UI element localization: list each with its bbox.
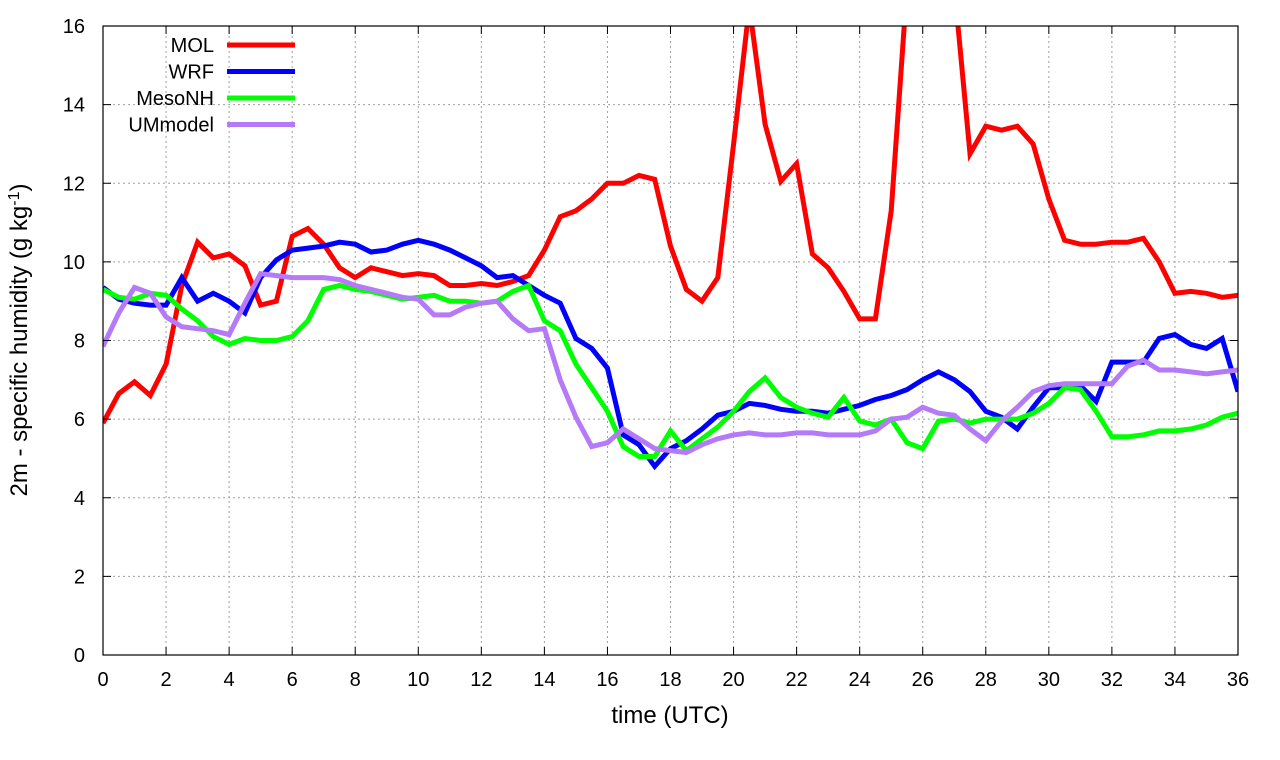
y-tick-label: 2 — [74, 566, 85, 588]
y-tick-label: 12 — [63, 173, 85, 195]
series-line-mol — [103, 26, 1238, 425]
y-tick-label: 0 — [74, 645, 85, 667]
x-tick-label: 36 — [1227, 669, 1249, 691]
x-tick-label: 18 — [659, 669, 681, 691]
x-tick-label: 34 — [1164, 669, 1186, 691]
x-tick-label: 2 — [160, 669, 171, 691]
x-tick-label: 26 — [912, 669, 934, 691]
x-tick-label: 8 — [350, 669, 361, 691]
grid-lines — [103, 26, 1238, 655]
x-tick-label: 0 — [97, 669, 108, 691]
x-tick-label: 10 — [407, 669, 429, 691]
y-tick-label: 8 — [74, 331, 85, 353]
series-line-mesonh — [103, 282, 1238, 459]
series-line-ummodel — [103, 271, 1238, 456]
x-tick-label: 30 — [1038, 669, 1060, 691]
y-tick-label: 10 — [63, 252, 85, 274]
y-axis-title-main: 2m - specific humidity (g kg — [6, 206, 33, 497]
x-axis-title: time (UTC) — [611, 702, 728, 729]
x-tick-label: 20 — [722, 669, 744, 691]
legend-label-mol: MOL — [171, 35, 214, 57]
legend-label-mesonh: MesoNH — [136, 88, 214, 110]
x-tick-label: 32 — [1101, 669, 1123, 691]
y-axis-title-superscript: -1 — [6, 191, 23, 205]
x-tick-label: 24 — [849, 669, 871, 691]
x-tick-label: 16 — [596, 669, 618, 691]
y-tick-label: 4 — [74, 488, 85, 510]
x-tick-label: 12 — [470, 669, 492, 691]
x-tick-label: 22 — [785, 669, 807, 691]
legend-label-ummodel: UMmodel — [128, 115, 214, 137]
axis-ticks: 0 2 4 6 8 10 12 14 16 18 20 22 24 26 28 30 32 34 360246810… — [63, 16, 1249, 691]
data-series — [103, 26, 1238, 471]
legend: MOL WRF MesoNH UMmodel — [128, 35, 295, 137]
y-axis-title: 2m - specific humidity (g kg-1) — [6, 184, 34, 497]
y-tick-label: 14 — [63, 95, 85, 117]
x-tick-label: 14 — [533, 669, 555, 691]
x-tick-label: 4 — [224, 669, 235, 691]
x-tick-label: 6 — [287, 669, 298, 691]
y-tick-label: 6 — [74, 409, 85, 431]
legend-label-wrf: WRF — [168, 62, 214, 84]
y-tick-label: 16 — [63, 16, 85, 38]
y-axis-title-close: ) — [6, 184, 33, 192]
x-tick-label: 28 — [975, 669, 997, 691]
